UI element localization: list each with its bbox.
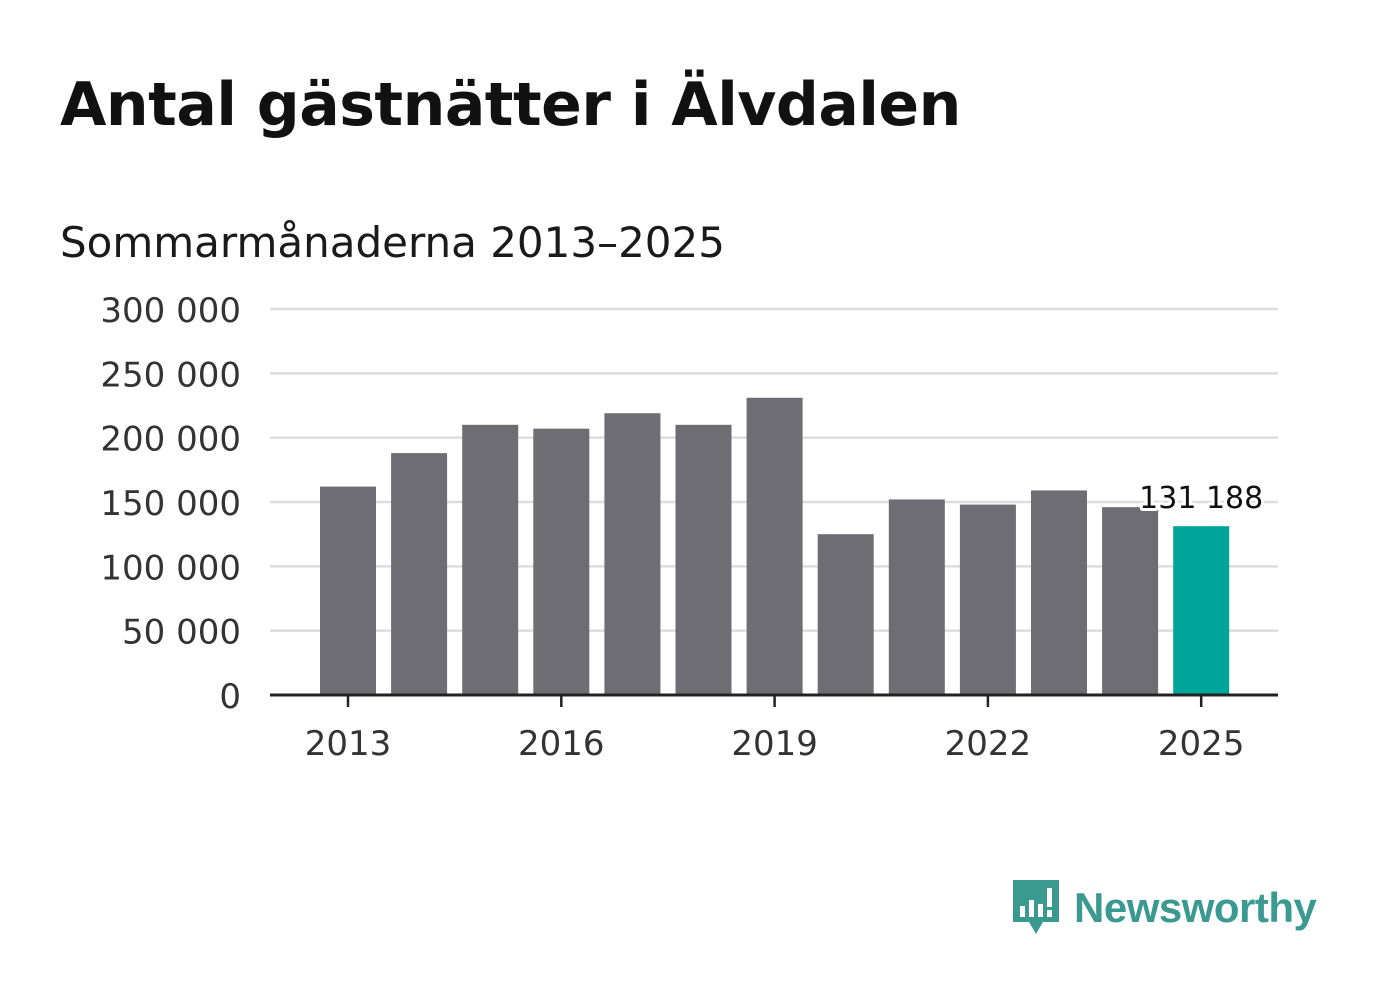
bar-2025 xyxy=(1173,526,1230,695)
bar-2014 xyxy=(391,453,448,695)
y-tick-label: 150 000 xyxy=(100,484,241,524)
bar-chart-speech-bubble-icon xyxy=(1013,880,1059,934)
chart-title: Antal gästnätter i Älvdalen xyxy=(60,70,961,140)
chart-subtitle: Sommarmånaderna 2013–2025 xyxy=(60,218,725,267)
bar-2019 xyxy=(746,397,803,695)
y-tick-label: 50 000 xyxy=(122,613,241,653)
y-tick-label: 200 000 xyxy=(100,420,241,460)
y-tick-label: 100 000 xyxy=(100,548,241,588)
bar-2017 xyxy=(604,413,661,695)
brand-name: Newsworthy xyxy=(1074,884,1317,931)
x-tick-label: 2013 xyxy=(305,724,392,764)
y-tick-label: 300 000 xyxy=(100,291,241,331)
x-tick-label: 2022 xyxy=(945,724,1032,764)
bar-2020 xyxy=(817,534,874,695)
newsworthy-logo: Newsworthy xyxy=(1010,878,1317,938)
x-tick-label: 2019 xyxy=(731,724,818,764)
bar-2021 xyxy=(888,499,945,695)
bar-2016 xyxy=(533,428,590,695)
bar-2023 xyxy=(1031,490,1087,695)
x-tick-label: 2025 xyxy=(1158,724,1245,764)
x-tick-label: 2016 xyxy=(518,724,605,764)
bar-2013 xyxy=(320,486,376,695)
bar-2024 xyxy=(1102,507,1159,695)
bar-2022 xyxy=(959,504,1016,695)
y-tick-label: 250 000 xyxy=(100,355,241,395)
bar-2018 xyxy=(675,424,732,695)
bar-2015 xyxy=(462,424,519,695)
value-annotation: 131 188 xyxy=(1139,481,1263,516)
y-tick-label: 0 xyxy=(219,677,241,717)
